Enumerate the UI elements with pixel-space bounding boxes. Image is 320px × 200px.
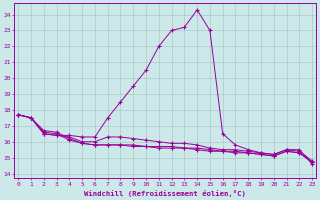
X-axis label: Windchill (Refroidissement éolien,°C): Windchill (Refroidissement éolien,°C)	[84, 190, 246, 197]
